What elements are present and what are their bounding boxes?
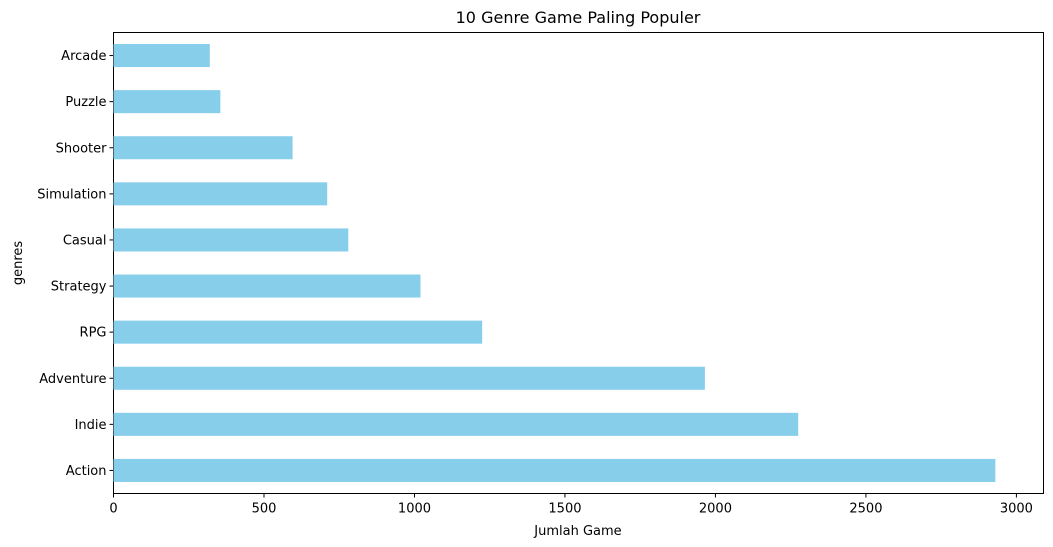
bar-shooter — [113, 136, 293, 160]
x-tick-label: 1500 — [548, 502, 581, 517]
y-tick-label: Adventure — [39, 372, 106, 387]
x-tick-label: 3000 — [1000, 502, 1033, 517]
x-tick-label: 1000 — [398, 502, 431, 517]
bar-simulation — [113, 182, 328, 206]
y-tick-label: Indie — [75, 418, 107, 433]
x-tick-label: 500 — [252, 502, 277, 517]
y-tick-label: Puzzle — [65, 95, 106, 110]
bar-action — [113, 458, 996, 482]
bar-adventure — [113, 366, 705, 390]
bar-arcade — [113, 44, 210, 68]
y-tick-label: RPG — [80, 326, 107, 341]
bar-strategy — [113, 274, 421, 298]
x-axis-label: Jumlah Game — [533, 524, 621, 539]
y-tick-label: Simulation — [37, 187, 106, 202]
bar-casual — [113, 228, 349, 252]
chart-title: 10 Genre Game Paling Populer — [456, 8, 701, 27]
y-tick-label: Strategy — [51, 280, 107, 295]
x-tick-label: 2000 — [699, 502, 732, 517]
y-tick-label: Action — [66, 464, 107, 479]
y-tick-label: Arcade — [61, 49, 106, 64]
bar-indie — [113, 412, 799, 436]
x-tick-label: 2500 — [849, 502, 882, 517]
y-tick-label: Casual — [63, 233, 107, 248]
bar-rpg — [113, 320, 483, 344]
y-axis-label: genres — [11, 241, 26, 286]
x-tick-label: 0 — [109, 502, 117, 517]
y-tick-label: Shooter — [56, 141, 107, 156]
bar-puzzle — [113, 90, 221, 114]
plot-area-frame — [113, 32, 1044, 494]
